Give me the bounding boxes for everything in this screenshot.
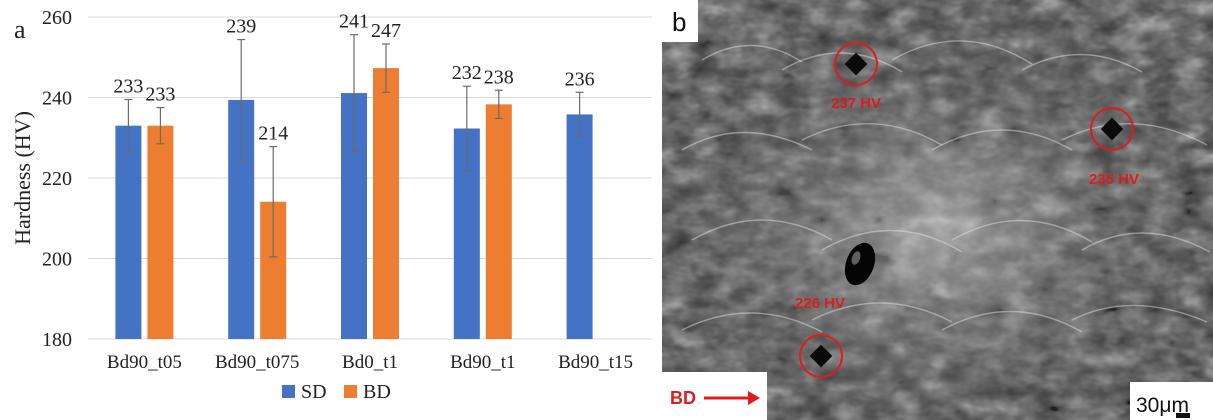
legend: SD BD [282,381,391,403]
y-axis-title: Hardness (HV) [10,111,35,245]
x-tick-Bd90_t05: Bd90_t05 [107,352,182,373]
data-label-SD-Bd90_t05: 233 [113,76,143,98]
scale-bar-bg [1130,382,1213,420]
legend-label-BD: BD [363,381,391,403]
error-bar-BD-Bd90_t05 [156,106,165,145]
indent-2: 235 HV [1089,107,1139,188]
pore [844,242,876,286]
error-bar-BD-Bd90_t1 [494,89,503,120]
scale-bar-label: 30μm [1136,394,1189,417]
bar-BD-Bd90_t1 [485,104,512,339]
error-bar-SD-Bd90_t15 [575,91,584,138]
legend-swatch-SD [282,385,295,398]
x-tick-Bd90_t1: Bd90_t1 [450,352,515,373]
bar-SD-Bd90_t05 [115,125,142,339]
x-tick-labels: Bd90_t05 Bd90_t075 Bd0_t1 Bd90_t1 Bd90_t15 [107,352,633,373]
data-label-BD-Bd90_t1: 238 [484,66,514,88]
data-label-SD-Bd0_t1: 241 [339,11,369,33]
data-label-SD-Bd90_t1: 232 [452,62,482,84]
bar-BD-Bd90_t05 [147,125,174,339]
indent-2-label: 235 HV [1089,171,1139,188]
data-label-SD-Bd90_t15: 236 [565,68,595,90]
data-label-BD-Bd90_t05: 233 [145,84,175,106]
legend-swatch-BD [344,385,357,398]
error-bar-SD-Bd0_t1 [350,34,358,153]
y-tick-labels: 180 200 220 240 260 [42,7,72,351]
y-tick-180: 180 [42,329,72,351]
y-tick-240: 240 [42,88,72,110]
build-direction-arrow-icon [704,391,760,405]
pore-highlight [851,251,861,265]
microstructure-micrograph: 237 HV 235 HV 226 HV b BD 30μm [662,0,1213,420]
bars [115,68,593,340]
gridlines [88,16,652,340]
y-tick-200: 200 [42,249,72,271]
data-labels: 233 233 239 214 241 247 232 238 236 [113,11,594,145]
micrograph-glow [662,0,1213,420]
error-bar-SD-Bd90_t075 [237,38,246,161]
error-bar-BD-Bd90_t075 [269,146,278,258]
x-tick-Bd90_t15: Bd90_t15 [558,352,633,373]
panel-b-label-bg [662,0,698,42]
panel-a-label: a [14,15,26,44]
error-bars [124,34,584,258]
y-tick-220: 220 [42,168,72,190]
data-label-SD-Bd90_t075: 239 [226,16,256,38]
panel-b-label: b [672,7,686,37]
error-bar-SD-Bd90_t1 [462,85,471,172]
build-direction-label: BD [670,388,696,408]
data-label-BD-Bd0_t1: 247 [371,20,401,42]
bar-SD-Bd90_t15 [566,114,593,339]
error-bar-SD-Bd90_t05 [124,98,133,153]
scale-bar [1176,413,1190,418]
indent-3-label: 226 HV [795,295,845,312]
indent-1-label: 237 HV [831,95,881,112]
bar-BD-Bd0_t1 [373,68,399,340]
y-tick-260: 260 [42,7,72,29]
error-bar-BD-Bd0_t1 [382,43,390,93]
x-tick-Bd90_t075: Bd90_t075 [215,352,299,373]
x-tick-Bd0_t1: Bd0_t1 [342,352,398,373]
data-label-BD-Bd90_t075: 214 [258,123,288,145]
legend-label-SD: SD [301,381,327,403]
